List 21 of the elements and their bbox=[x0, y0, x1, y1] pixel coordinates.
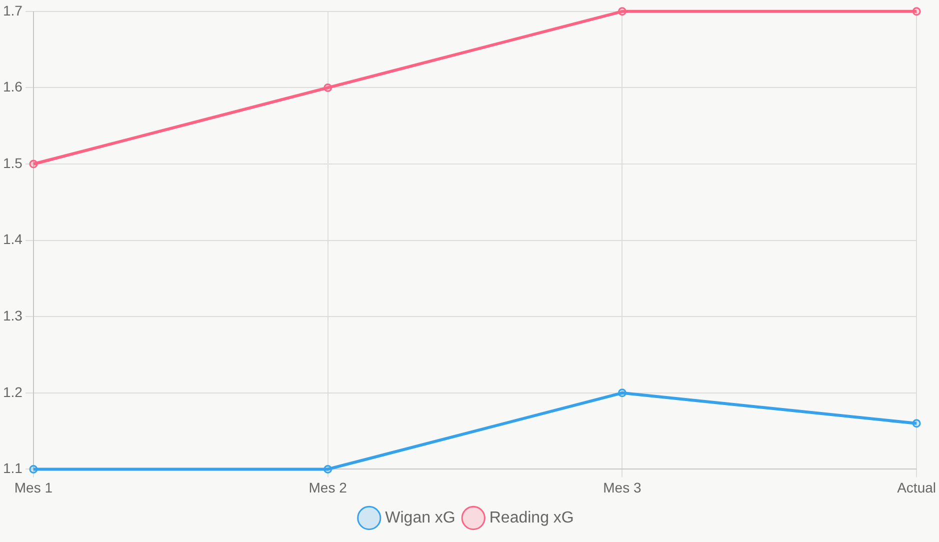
point bbox=[324, 83, 332, 92]
point bbox=[912, 419, 921, 428]
point bbox=[29, 464, 38, 474]
x-tick-label: Mes 1 bbox=[14, 479, 53, 496]
y-tick-label: 1.6 bbox=[2, 78, 23, 95]
point bbox=[618, 7, 626, 16]
x-tick-label: Actual bbox=[897, 479, 936, 496]
y-tick-label: 1.5 bbox=[2, 154, 23, 171]
point bbox=[324, 464, 332, 474]
y-tick-label: 1.3 bbox=[2, 307, 23, 324]
y-tick-label: 1.1 bbox=[2, 460, 23, 476]
point bbox=[29, 160, 38, 168]
x-tick-label: Mes 2 bbox=[308, 479, 348, 496]
legend-label: Wigan xG bbox=[385, 509, 456, 526]
x-tick-label: Mes 3 bbox=[603, 479, 642, 496]
y-tick-label: 1.2 bbox=[2, 384, 23, 400]
point bbox=[912, 7, 921, 16]
y-tick-label: 1.4 bbox=[2, 231, 23, 248]
point bbox=[618, 388, 626, 398]
y-tick-label: 1.7 bbox=[2, 2, 23, 18]
legend-label: Reading xG bbox=[489, 509, 574, 526]
